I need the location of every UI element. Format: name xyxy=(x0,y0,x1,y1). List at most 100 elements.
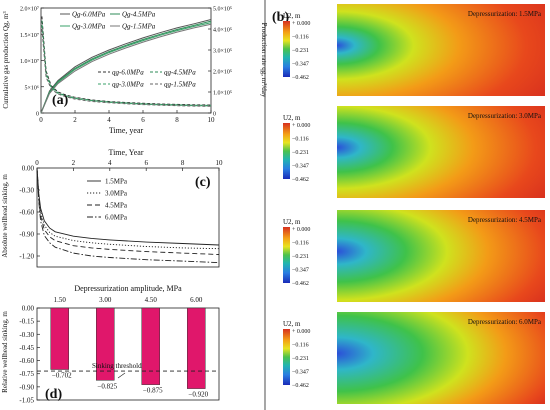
panel-d-xlabel: Depressurization amplitude, MPa xyxy=(74,284,182,293)
panel-c-ytick-label: -0.30 xyxy=(19,187,34,195)
panel-c-xtick-label: 0 xyxy=(35,159,39,167)
panel-d-value-label: −0.920 xyxy=(188,391,208,399)
panel-d-relative-sinking-chart: Depressurization amplitude, MPa 0.00 -0.1… xyxy=(1,284,220,405)
contour-scale-label: −0.116 xyxy=(292,137,309,143)
panel-c-ytick-label: 0.00 xyxy=(22,165,35,173)
panel-d-category-label: 3.00 xyxy=(99,296,112,304)
panel-a-legend-label: Qg-3.0MPa xyxy=(72,23,106,31)
panel-a-xtick-label: 4 xyxy=(107,116,111,124)
sinking-threshold-pointer xyxy=(117,372,126,379)
panel-d-ytick-label: -0.90 xyxy=(19,383,34,391)
panel-a-series-line xyxy=(40,22,212,114)
panel-d-ytick-label: -0.45 xyxy=(19,344,34,352)
contour-panel: U2, m+ 0.000 −0.116 −0.231 −0.347 −0.462 Depr… xyxy=(283,312,545,404)
panel-a-ytick-label: 2.0×10⁷ xyxy=(20,7,39,13)
panel-a-legend-label: Qg-1.5MPa xyxy=(122,23,156,31)
panel-d-ytick-label: -0.75 xyxy=(19,370,34,378)
panel-d-ytick-label: -0.30 xyxy=(19,331,34,339)
panel-d-category-label: 4.50 xyxy=(145,296,158,304)
contour-scale-label: −0.231 xyxy=(292,48,309,54)
panel-a-y2tick-label: 4.0×10⁵ xyxy=(213,28,232,34)
panel-a-ytick-label: 5×10⁶ xyxy=(25,85,39,91)
panel-c-ytick-label: -1.20 xyxy=(19,253,34,261)
contour-scale-label: + 0.000 xyxy=(292,329,310,335)
panel-d-ytick-label: -1.05 xyxy=(19,397,34,405)
contour-field xyxy=(337,210,545,302)
contour-scale-bar xyxy=(283,21,290,77)
panel-c-ylabel: Absolute wellhead sinking, m xyxy=(1,174,9,258)
panel-c-series-line xyxy=(36,167,220,246)
panel-a-ylabel: Cumulative gas production Qg, m³ xyxy=(2,11,10,108)
panel-c-xtick-label: 6 xyxy=(144,159,148,167)
panel-a-xtick-label: 10 xyxy=(208,116,216,124)
panel-d-bar xyxy=(50,307,69,370)
contour-scale-label: −0.231 xyxy=(292,254,309,260)
sinking-threshold-label: Sinking threshold xyxy=(92,362,142,370)
panel-a-legend-label: qg-4.5MPa xyxy=(164,69,196,77)
contour-scale-label: −0.347 xyxy=(292,268,309,274)
contour-scale-label: −0.462 xyxy=(292,177,309,183)
panel-c-xtick-label: 8 xyxy=(181,159,185,167)
panel-a-xtick-label: 8 xyxy=(175,116,179,124)
panel-d-bar xyxy=(96,307,115,381)
panel-a-xtick-label: 2 xyxy=(73,116,77,124)
panel-c-series-line xyxy=(36,167,220,250)
panel-a-y2label: Production rate qg, m³/day xyxy=(260,23,268,98)
panel-c-xlabel: Time, Year xyxy=(108,148,143,157)
contour-scale-label: + 0.000 xyxy=(292,227,310,233)
contour-scale-bar xyxy=(283,227,290,283)
panel-a-y2tick-label: 2.0×10⁵ xyxy=(213,70,232,76)
contour-scale-label: −0.347 xyxy=(292,62,309,68)
panel-d-tag: (d) xyxy=(45,387,62,402)
contour-scale-label: −0.116 xyxy=(292,241,309,247)
panel-c-tag: (c) xyxy=(195,175,211,190)
contour-scale-bar xyxy=(283,123,290,179)
panel-d-value-label: −0.875 xyxy=(143,387,163,395)
panel-a-rate-line xyxy=(41,16,212,106)
panel-c-xtick-label: 4 xyxy=(108,159,112,167)
contour-scale-label: −0.462 xyxy=(292,383,309,389)
contour-scale-label: −0.231 xyxy=(292,150,309,156)
panel-c-legend-label: 3.0MPa xyxy=(105,190,128,198)
panel-a-y2tick-label: 3.0×10⁵ xyxy=(213,49,232,55)
contour-panel-label: Depressurization: 1.5MPa xyxy=(468,10,542,18)
panel-a-tag: (a) xyxy=(52,93,69,108)
panel-c-xtick-label: 2 xyxy=(72,159,76,167)
panel-d-value-label: −0.825 xyxy=(97,382,117,390)
panel-a-y2tick-label: 5.0×10⁵ xyxy=(213,7,232,13)
panel-b-contour-maps: (b) U2, m+ 0.000−0.116−0.231−0.347−0.462… xyxy=(272,4,545,404)
contour-panel-label: Depressurization: 6.0MPa xyxy=(468,318,542,326)
panel-c-plot-frame xyxy=(36,167,220,268)
contour-panel-label: Depressurization: 3.0MPa xyxy=(468,112,542,120)
contour-scale-label: −0.347 xyxy=(292,164,309,170)
panel-a-xtick-label: 0 xyxy=(39,116,43,124)
panel-d-ytick-label: -0.60 xyxy=(19,357,34,365)
contour-field xyxy=(337,4,545,96)
contour-panel: U2, m+ 0.000 −0.116 −0.231 −0.347 −0.462 Depr… xyxy=(283,4,545,96)
panel-a-legend-label: qg-1.5MPa xyxy=(164,81,196,89)
panel-c-ytick-label: -0.60 xyxy=(19,209,34,217)
panel-c-ytick-label: -0.90 xyxy=(19,231,34,239)
panel-c-series-line xyxy=(36,167,220,264)
panel-a-y2tick-label: 0 xyxy=(213,112,216,118)
contour-scale-label: + 0.000 xyxy=(292,21,310,27)
panel-a-legend-label: Qg-6.0MPa xyxy=(72,11,106,19)
panel-c-legend-label: 6.0MPa xyxy=(105,214,128,222)
panel-a-legend-label: Qg-4.5MPa xyxy=(122,11,156,19)
panel-c-legend-label: 1.5MPa xyxy=(105,178,128,186)
panel-a-y2tick-label: 1.0×10⁵ xyxy=(213,91,232,97)
panel-a-ytick-label: 0 xyxy=(36,112,39,118)
panel-a-legend-label: qg-6.0MPa xyxy=(112,69,144,77)
panel-a-ytick-label: 1.5×10⁷ xyxy=(20,33,39,39)
panel-d-ytick-label: 0.00 xyxy=(22,305,35,313)
panel-a-xlabel: Time, year xyxy=(109,126,144,135)
contour-panel-label: Depressurization: 4.5MPa xyxy=(468,216,542,224)
contour-field xyxy=(337,312,545,404)
contour-field xyxy=(337,106,545,198)
panel-c-xtick-label: 10 xyxy=(216,159,224,167)
panel-c-legend-label: 4.5MPa xyxy=(105,202,128,210)
panel-a-series-line xyxy=(40,23,212,114)
contour-scale-label: −0.347 xyxy=(292,370,309,376)
contour-scale-title: U2, m xyxy=(283,114,301,122)
